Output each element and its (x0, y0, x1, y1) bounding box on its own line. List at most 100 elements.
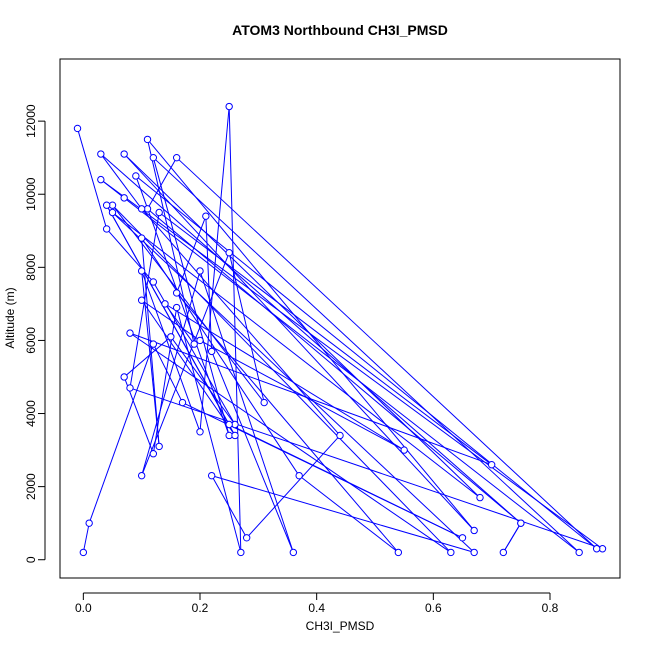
data-point (400, 446, 408, 454)
data-point (336, 431, 344, 440)
series-segment (147, 157, 178, 210)
data-point (289, 548, 298, 557)
data-point (132, 172, 140, 180)
series-segment (176, 307, 242, 553)
data-point (575, 548, 583, 557)
y-tick-label: 12000 (24, 104, 38, 138)
data-point (79, 548, 88, 557)
data-point (97, 175, 105, 184)
data-point (202, 212, 210, 220)
x-axis-label: CH3I_PMSD (306, 619, 375, 633)
series-segment (211, 351, 294, 553)
data-point (470, 526, 478, 535)
series-segment (123, 336, 172, 378)
data-point (108, 208, 117, 217)
series-segment (112, 212, 481, 498)
series-segment (199, 339, 405, 451)
series-segment (152, 343, 183, 403)
series-segment (199, 106, 230, 432)
series-segment (147, 208, 522, 524)
series-segment (106, 204, 230, 425)
y-tick-label: 2000 (24, 473, 38, 500)
data-point (102, 201, 111, 209)
data-point (196, 336, 204, 345)
data-point (149, 450, 158, 458)
series-segment (228, 106, 242, 553)
data-point (126, 329, 134, 337)
data-point (137, 267, 146, 275)
series-segment (77, 128, 108, 230)
data-point (172, 153, 181, 162)
x-tick-label: 0.4 (308, 601, 325, 615)
data-point (143, 135, 152, 144)
series-segment (141, 299, 236, 436)
series-segment (152, 157, 230, 436)
series-segment (141, 270, 201, 476)
data-point (499, 548, 508, 557)
series-segment (211, 475, 248, 539)
data-point (196, 428, 204, 436)
series-segment (106, 228, 154, 283)
data-point (470, 548, 478, 557)
x-tick-label: 0.6 (425, 601, 442, 615)
data-point (225, 249, 233, 257)
data-point (149, 340, 158, 348)
series-segment (100, 153, 522, 524)
series-segment (123, 153, 481, 498)
series-segment (82, 523, 90, 553)
data-point (394, 548, 403, 557)
series-segment (141, 270, 201, 432)
data-point (137, 296, 146, 304)
series-segment (298, 475, 399, 553)
data-point (237, 548, 245, 557)
y-tick-label: 4000 (24, 400, 38, 427)
data-point (207, 471, 216, 480)
data-point (120, 194, 128, 202)
series-segment (176, 157, 598, 550)
data-point (85, 519, 93, 527)
series-segment (164, 303, 405, 451)
series-segment (112, 204, 452, 553)
x-tick-label: 0.2 (192, 601, 209, 615)
y-axis-label: Altitude (m) (3, 287, 17, 348)
data-point (126, 384, 134, 392)
data-point (517, 519, 525, 527)
data-point (155, 208, 163, 217)
data-point (476, 493, 484, 502)
series-segment (211, 475, 475, 553)
series-layer (73, 102, 607, 557)
y-tick-label: 6000 (24, 327, 38, 354)
data-point (167, 333, 175, 341)
data-point (458, 534, 467, 542)
data-point (97, 150, 105, 158)
data-point (161, 300, 169, 308)
series-segment (147, 139, 195, 345)
plot-frame (59, 58, 621, 579)
data-point (102, 225, 111, 233)
y-tick-label: 8000 (24, 254, 38, 281)
data-point (137, 234, 146, 242)
data-point (487, 460, 496, 469)
series-segment (112, 204, 265, 403)
series-segment (100, 179, 125, 199)
x-tick-label: 0.8 (542, 601, 559, 615)
data-point (242, 534, 251, 542)
series-segment (100, 179, 603, 550)
data-point (207, 347, 216, 356)
data-point (137, 205, 146, 213)
data-point (120, 373, 128, 381)
data-point (225, 420, 233, 429)
data-point (149, 153, 158, 162)
data-point (137, 471, 146, 480)
series-segment (199, 270, 294, 553)
y-axis: 0 2000 4000 6000 8000 10000 12000 (24, 104, 46, 563)
series-segment (205, 216, 213, 352)
series-segment (88, 343, 154, 524)
data-point (190, 340, 198, 348)
x-axis: 0.0 0.2 0.4 0.6 0.8 (75, 592, 559, 615)
series-segment (246, 435, 341, 539)
data-point (592, 545, 601, 553)
series-segment (100, 153, 143, 210)
data-point (73, 124, 82, 133)
